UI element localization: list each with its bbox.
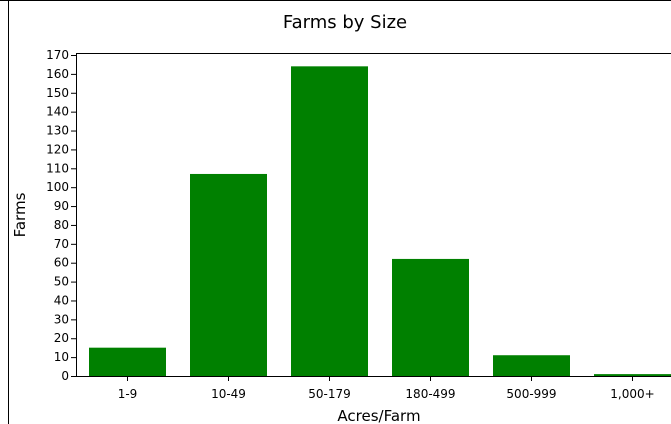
y-tick-label: 110 — [46, 161, 69, 175]
bar-1 — [190, 173, 267, 376]
bar-5 — [594, 374, 671, 376]
y-tick-label: 50 — [54, 275, 69, 289]
x-category-label: 1-9 — [118, 387, 138, 401]
y-tick-label: 140 — [46, 105, 69, 119]
x-category-label: 500-999 — [506, 387, 556, 401]
y-tick-label: 120 — [46, 142, 69, 156]
y-tick-label: 100 — [46, 180, 69, 194]
x-category-label: 10-49 — [211, 387, 246, 401]
y-tick-label: 10 — [54, 350, 69, 364]
y-tick-label: 80 — [54, 218, 69, 232]
y-tick-label: 160 — [46, 67, 69, 81]
y-tick-label: 150 — [46, 86, 69, 100]
x-axis-ticks: 1-9 10-49 50-179 180-499 500-999 1,000+ — [118, 376, 655, 401]
y-tick-label: 30 — [54, 312, 69, 326]
y-axis-title: Farms — [11, 192, 29, 237]
y-tick-label: 90 — [54, 199, 69, 213]
x-category-label: 1,000+ — [610, 387, 654, 401]
y-tick-label: 0 — [61, 369, 69, 383]
bar-3 — [392, 258, 469, 376]
bar-0 — [89, 347, 166, 376]
y-axis-ticks: 0 10 20 30 40 50 60 70 80 90 100 110 120 130 140 150 160… — [46, 48, 76, 383]
y-tick-label: 170 — [46, 48, 69, 62]
bar-2 — [291, 66, 368, 377]
y-tick-label: 70 — [54, 237, 69, 251]
y-tick-label: 40 — [54, 293, 69, 307]
bars-group — [89, 66, 671, 377]
bar-4 — [493, 355, 570, 376]
x-category-label: 50-179 — [308, 387, 351, 401]
x-category-label: 180-499 — [405, 387, 455, 401]
x-axis-title: Acres/Farm — [337, 407, 420, 424]
y-tick-label: 130 — [46, 124, 69, 138]
y-tick-label: 60 — [54, 256, 69, 270]
chart-title: Farms by Size — [283, 12, 407, 33]
y-tick-label: 20 — [54, 331, 69, 345]
